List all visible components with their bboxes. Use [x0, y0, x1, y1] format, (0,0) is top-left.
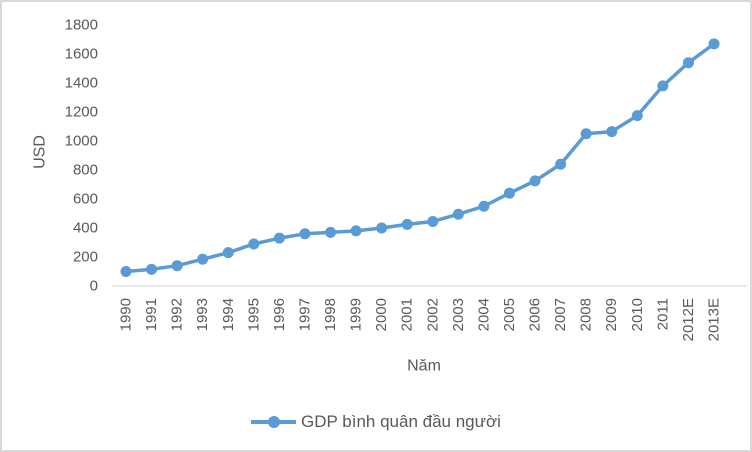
x-axis-tick-label: 2000 [373, 298, 390, 331]
data-point-2012E [682, 57, 694, 69]
gdp-series [120, 38, 720, 277]
x-axis-tick-label: 1994 [220, 298, 237, 331]
x-axis-tick-label: 1998 [322, 298, 339, 331]
data-point-2006 [529, 175, 541, 187]
data-point-2005 [503, 187, 515, 199]
x-axis-tick-label: 2013E [706, 298, 723, 341]
x-axis-tick-label: 1991 [143, 298, 160, 331]
data-point-1997 [299, 228, 311, 240]
gdp-series-line [124, 42, 716, 274]
x-axis-tick-label: 2004 [475, 298, 492, 331]
x-axis-tick-label: 1995 [245, 298, 262, 331]
x-axis-tick-label: 2008 [578, 298, 595, 331]
data-point-1994 [222, 247, 234, 259]
y-axis-tick-labels: 0 200 400 600 800 1000 1200 1400 1600 1800 [65, 17, 98, 295]
data-point-2002 [427, 215, 439, 227]
data-point-1990 [120, 266, 132, 277]
y-axis-tick-label: 0 [90, 278, 98, 295]
legend-line-marker [251, 416, 297, 428]
data-point-1999 [350, 225, 362, 237]
x-axis-tick-label: 2007 [552, 298, 569, 331]
data-point-2007 [555, 158, 567, 170]
data-point-2003 [452, 208, 464, 220]
data-point-2011 [657, 80, 669, 92]
data-point-2001 [401, 218, 413, 230]
data-point-1993 [197, 253, 209, 265]
data-point-1998 [325, 226, 337, 238]
x-axis-title: Năm [407, 358, 441, 375]
data-point-2000 [376, 222, 388, 234]
legend: GDP bình quân đầu người [2, 408, 750, 436]
data-point-1991 [146, 263, 158, 275]
y-axis-tick-label: 1000 [65, 133, 98, 150]
x-axis-tick-label: 2001 [399, 298, 416, 331]
x-axis-tick-label: 1999 [348, 298, 365, 331]
data-point-2008 [580, 128, 592, 140]
y-axis-title: USD [32, 135, 49, 169]
x-axis-tick-label: 2012E [680, 298, 697, 341]
x-axis-tick-label: 1993 [194, 298, 211, 331]
data-point-2004 [478, 200, 490, 212]
x-axis-tick-label: 2005 [501, 298, 518, 331]
data-point-1995 [248, 238, 260, 250]
y-axis-tick-label: 1200 [65, 104, 98, 121]
data-point-2009 [606, 126, 618, 138]
y-axis-tick-label: 1600 [65, 46, 98, 63]
x-axis-tick-label: 2006 [527, 298, 544, 331]
y-axis-tick-label: 1800 [65, 17, 98, 34]
data-point-2010 [631, 110, 643, 122]
x-axis-tick-label: 2009 [603, 298, 620, 331]
x-axis-tick-label: 1990 [118, 298, 135, 331]
y-axis-tick-label: 200 [73, 249, 98, 266]
legend-label: GDP bình quân đầu người [301, 412, 501, 431]
x-axis-tick-label: 1997 [296, 298, 313, 331]
x-axis-tick-label: 1992 [169, 298, 186, 331]
x-axis-tick-label: 2003 [450, 298, 467, 331]
legend-dot-marker [267, 416, 280, 428]
data-point-1996 [273, 232, 285, 244]
x-axis-tick-label: 2002 [424, 298, 441, 331]
y-axis-tick-label: 600 [73, 191, 98, 208]
x-axis-tick-label: 2011 [654, 298, 671, 330]
y-axis-tick-label: 1400 [65, 75, 98, 92]
data-point-2013E [708, 38, 720, 50]
x-axis-tick-label: 1996 [271, 298, 288, 331]
y-axis-tick-label: 800 [73, 162, 98, 179]
x-axis-tick-labels: 1990 1991 1992 1993 1994 1995 1996 1997 1998 1999… [118, 298, 723, 341]
x-axis-tick-label: 2010 [629, 298, 646, 331]
data-point-1992 [171, 260, 183, 272]
y-axis-tick-label: 400 [73, 220, 98, 237]
